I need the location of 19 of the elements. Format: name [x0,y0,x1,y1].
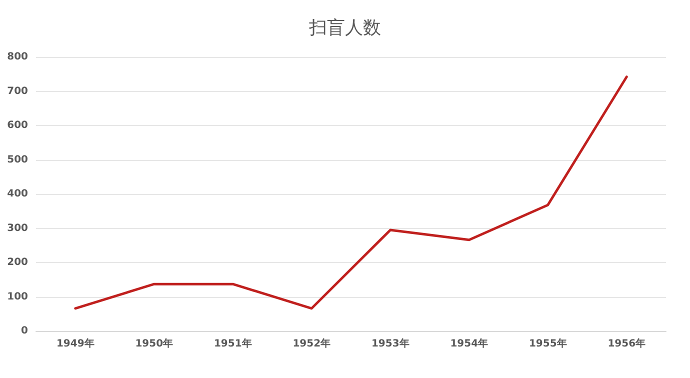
x-tick-label: 1953年 [371,338,410,350]
y-tick-label: 500 [7,154,28,166]
x-tick-label: 1951年 [214,338,252,350]
y-tick-label: 600 [7,120,28,131]
y-tick-label: 300 [7,222,28,234]
y-tick-label: 200 [7,257,28,268]
y-tick-label: 800 [7,52,28,62]
chart-title: 扫盲人数 [308,18,381,38]
x-tick-label: 1954年 [450,338,488,350]
x-tick-label: 1955年 [528,338,567,350]
y-tick-label: 0 [21,326,28,336]
x-tick-label: 1952年 [292,338,331,350]
y-tick-label: 100 [7,291,28,302]
line-series [74,76,628,310]
y-tick-label: 700 [7,86,28,97]
x-tick-label: 1949年 [56,338,94,350]
y-tick-label: 400 [7,188,28,200]
x-tick-label: 1956年 [608,338,646,350]
x-tick-label: 1950年 [135,338,174,350]
